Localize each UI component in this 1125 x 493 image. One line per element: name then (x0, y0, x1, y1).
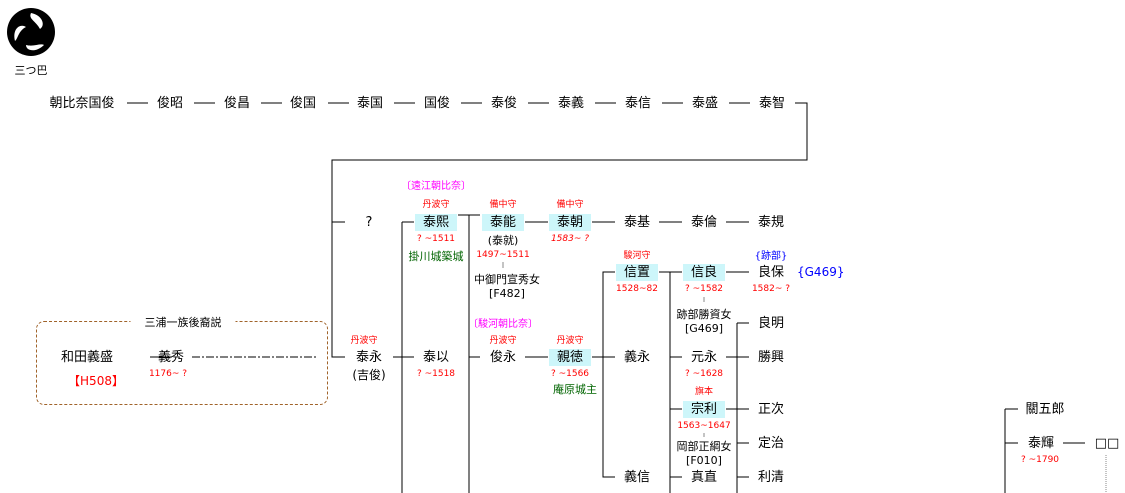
person-node: 国俊 (423, 96, 451, 111)
person-node: 泰俊 (490, 96, 518, 111)
person-node: 真直 (690, 470, 718, 485)
lifespan: ? ~1511 (416, 234, 456, 244)
lifespan: ? ~1518 (416, 369, 456, 379)
title-label: 駿河守 (623, 251, 651, 261)
branch-label-atobe: {跡部} (754, 251, 788, 262)
alt-name: (泰就) (487, 234, 519, 247)
person-node: 定治 (757, 436, 785, 451)
person-node: 良保 (757, 265, 785, 280)
person-node: 俊永 (489, 350, 517, 365)
person-node: 俊国 (289, 96, 317, 111)
person-node-highlighted: 泰能 (481, 214, 525, 231)
lifespan: ? ~1628 (684, 369, 724, 379)
person-node: 泰規 (757, 215, 785, 230)
person-node: 勝興 (757, 350, 785, 365)
lifespan: 1563~1647 (677, 421, 731, 431)
person-node: 朝比奈国俊 (49, 96, 115, 111)
person-node: 泰以 (422, 350, 450, 365)
title-label: 丹波守 (422, 200, 450, 210)
spouse-ref: [F010] (686, 454, 722, 467)
person-node: 正次 (757, 402, 785, 417)
person-node-highlighted: 信置 (615, 264, 659, 281)
note: 掛川城築城 (408, 250, 464, 263)
person-node: 俊昌 (223, 96, 251, 111)
person-node-highlighted: 泰朝 (548, 214, 592, 231)
person-node: 泰国 (356, 96, 384, 111)
mitsudomoe-crest-icon (7, 8, 55, 56)
lifespan: 1176~ ? (148, 369, 188, 379)
branch-label-totomi: 〔遠江朝比奈〕 (401, 181, 471, 192)
lifespan: 1528~82 (616, 284, 658, 294)
person-node: 泰基 (623, 215, 651, 230)
hypothesis-label: 三浦一族後裔説 (130, 314, 236, 330)
crest-label: 三つ巴 (14, 64, 48, 77)
lifespan: 1583~ ? (550, 234, 590, 244)
person-node: 泰倫 (690, 215, 718, 230)
person-node-highlighted: 親徳 (548, 349, 592, 366)
person-node-unknown: □□ (1094, 436, 1120, 451)
person-node: 義永 (623, 350, 651, 365)
person-node: 泰永 (355, 350, 383, 365)
person-node: 泰智 (758, 96, 786, 111)
hypothesis-ref: 【H508】 (68, 374, 124, 388)
title-label: 丹波守 (489, 336, 517, 346)
person-node: 義秀 (157, 350, 185, 365)
spouse-ref: [F482] (489, 287, 525, 300)
person-node-highlighted: 信良 (682, 264, 726, 281)
title-label: 丹波守 (556, 336, 584, 346)
spouse: 岡部正綱女 (676, 440, 732, 453)
lifespan: 1582~ ? (751, 284, 791, 294)
spouse: 中御門宣秀女 (474, 273, 540, 286)
lifespan: ? ~1582 (684, 284, 724, 294)
lifespan: ? ~1790 (1020, 455, 1060, 465)
person-node: 良明 (757, 316, 785, 331)
person-node: 和田義盛 (60, 350, 114, 365)
ref-link[interactable]: {G469} (797, 265, 845, 279)
person-node-highlighted: 宗利 (682, 401, 726, 418)
person-node: 泰輝 (1027, 436, 1055, 451)
note: 庵原城主 (553, 383, 597, 396)
person-node: 利清 (757, 470, 785, 485)
lifespan: ? ~1566 (550, 369, 590, 379)
spouse-ref: [G469] (684, 322, 724, 335)
title-label: 備中守 (556, 200, 584, 210)
title-label: 備中守 (489, 200, 517, 210)
alt-name: (吉俊) (352, 368, 386, 382)
person-node: 泰信 (624, 96, 652, 111)
person-node: ? (365, 215, 373, 230)
person-node: 元永 (690, 350, 718, 365)
person-node-highlighted: 泰熙 (414, 214, 458, 231)
branch-label-suruga: 〔駿河朝比奈〕 (468, 319, 538, 330)
person-node: 俊昭 (156, 96, 184, 111)
lifespan: 1497~1511 (476, 250, 530, 260)
person-node: 泰義 (557, 96, 585, 111)
title-label: 旗本 (694, 387, 714, 397)
person-node: 義信 (623, 470, 651, 485)
title-label: 丹波守 (350, 336, 378, 346)
person-node: 泰盛 (691, 96, 719, 111)
person-node: 關五郎 (1025, 402, 1065, 417)
spouse: 跡部勝資女 (676, 308, 732, 321)
